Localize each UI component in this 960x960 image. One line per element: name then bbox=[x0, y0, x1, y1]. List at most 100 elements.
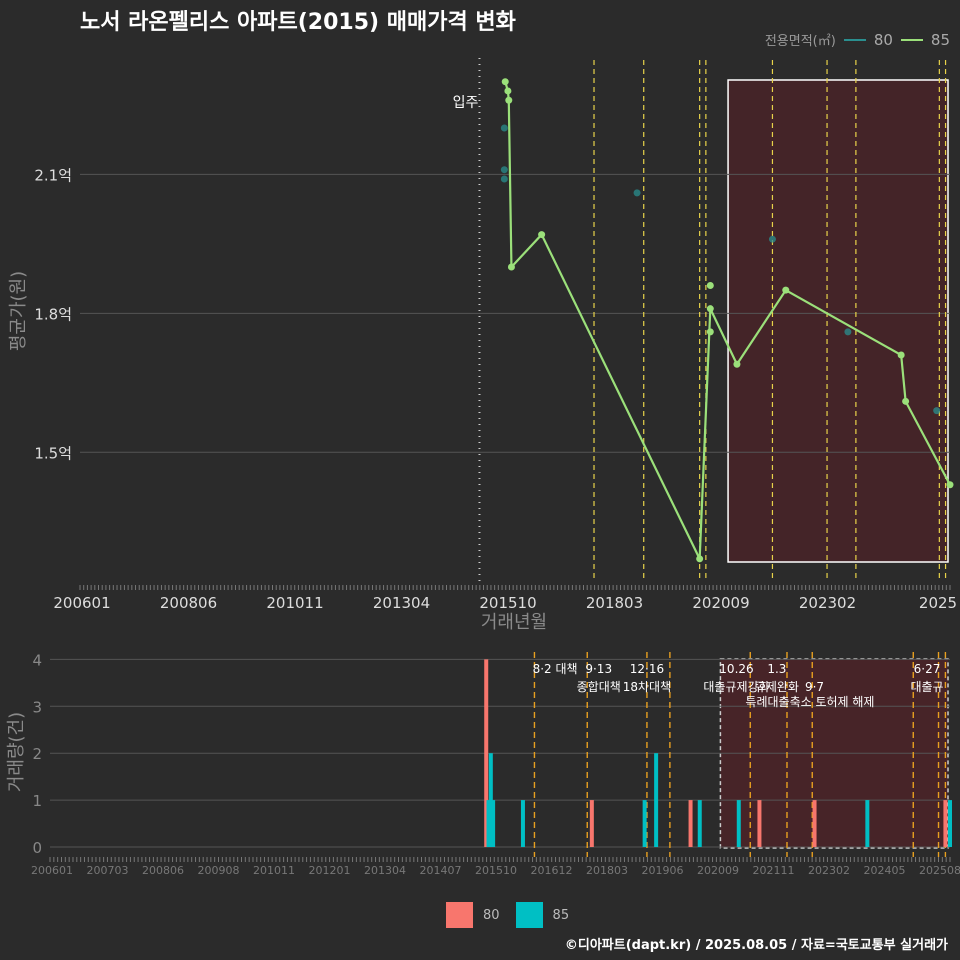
point-85 bbox=[733, 360, 741, 368]
x-tick-label-2: 201011 bbox=[266, 594, 323, 612]
legend-80-label: 80 bbox=[873, 30, 893, 49]
bar-80 bbox=[589, 800, 594, 847]
policy-annotation: 6·27 bbox=[914, 662, 941, 676]
bar-80 bbox=[757, 800, 762, 847]
bar-85 bbox=[697, 800, 702, 847]
bar-85 bbox=[865, 800, 870, 847]
point-85 bbox=[706, 282, 714, 290]
bar-x-tick-label-2: 200806 bbox=[142, 864, 184, 877]
point-80 bbox=[844, 328, 852, 336]
point-85 bbox=[706, 305, 714, 313]
policy-annotation: 대출규 bbox=[910, 680, 943, 694]
bar-85 bbox=[654, 753, 659, 847]
point-85 bbox=[507, 263, 515, 271]
bar-x-tick-label-11: 201906 bbox=[642, 864, 684, 877]
point-80 bbox=[933, 407, 941, 415]
x-tick-label-8: 2025 bbox=[919, 594, 957, 612]
bar-85 bbox=[948, 800, 952, 847]
x-tick-label-4: 201510 bbox=[479, 594, 536, 612]
point-80 bbox=[500, 175, 508, 183]
x-tick-label-1: 200806 bbox=[160, 594, 217, 612]
bar-y-tick-label-3: 3 bbox=[32, 698, 42, 716]
policy-annotation: 12·16 bbox=[630, 662, 664, 676]
x-tick-label-3: 201304 bbox=[373, 594, 430, 612]
highlight-region bbox=[727, 79, 949, 563]
move-in-label: 입주 bbox=[453, 95, 479, 111]
point-85 bbox=[538, 231, 546, 239]
policy-annotation: 1.3 bbox=[767, 662, 786, 676]
policy-annotation: 9·13 bbox=[585, 662, 612, 676]
point-85 bbox=[946, 481, 954, 489]
point-85 bbox=[696, 555, 704, 563]
y-tick-label-2: 2.1억 bbox=[34, 166, 72, 184]
bar-80 bbox=[812, 800, 817, 847]
bar-y-tick-label-4: 4 bbox=[32, 651, 42, 669]
bar-x-tick-label-13: 202111 bbox=[753, 864, 795, 877]
bar-x-tick-label-5: 201201 bbox=[309, 864, 351, 877]
bar-legend-80-swatch bbox=[446, 902, 473, 928]
x-axis-title: 거래년월 bbox=[481, 612, 547, 633]
point-85 bbox=[782, 286, 790, 294]
bar-legend-85-label: 85 bbox=[552, 907, 570, 923]
bar-x-tick-label-14: 202302 bbox=[808, 864, 850, 877]
point-85 bbox=[706, 328, 714, 336]
point-80 bbox=[768, 235, 776, 243]
bar-85 bbox=[491, 800, 496, 847]
point-80 bbox=[633, 189, 641, 197]
bar-x-tick-label-7: 201407 bbox=[420, 864, 462, 877]
bar-85 bbox=[488, 753, 493, 847]
bar-x-tick-label-15: 202405 bbox=[864, 864, 906, 877]
point-85 bbox=[505, 96, 513, 104]
bar-x-tick-label-8: 201510 bbox=[475, 864, 517, 877]
chart-title: 노서 라온펠리스 아파트(2015) 매매가격 변화 bbox=[80, 10, 516, 35]
legend-title: 전용면적(㎡) bbox=[764, 34, 836, 49]
bar-x-tick-label-0: 200601 bbox=[31, 864, 73, 877]
bar-x-tick-label-9: 201612 bbox=[531, 864, 573, 877]
point-80 bbox=[500, 124, 508, 132]
bar-y-axis-title: 거래량(건) bbox=[6, 712, 27, 792]
point-80 bbox=[500, 166, 508, 174]
policy-annotation: 종합대책 bbox=[577, 679, 621, 694]
bar-80 bbox=[484, 659, 489, 847]
footer-credit: ©디아파트(dapt.kr) / 2025.08.05 / 자료=국토교통부 실… bbox=[564, 938, 948, 953]
bar-x-tick-label-10: 201803 bbox=[586, 864, 628, 877]
y-tick-label-1: 1.8억 bbox=[34, 305, 72, 323]
policy-annotation: 18차대책 bbox=[623, 679, 671, 694]
x-tick-label-7: 202302 bbox=[799, 594, 856, 612]
bar-x-tick-label-1: 200703 bbox=[87, 864, 129, 877]
bar-x-tick-label-12: 202009 bbox=[697, 864, 739, 877]
point-85 bbox=[504, 87, 512, 95]
bar-80 bbox=[688, 800, 693, 847]
policy-annotation: 9·7 bbox=[805, 680, 824, 694]
policy-annotation: 대출규제강화 bbox=[703, 680, 769, 694]
bar-y-tick-label-2: 2 bbox=[32, 745, 42, 763]
y-axis-title: 평균가(원) bbox=[8, 271, 29, 351]
bar-legend: 80 85 bbox=[446, 902, 569, 928]
point-85 bbox=[897, 351, 905, 359]
x-tick-label-5: 201803 bbox=[586, 594, 643, 612]
bar-x-tick-label-16: 202508 bbox=[919, 864, 960, 877]
bar-85 bbox=[736, 800, 741, 847]
bar-y-tick-label-0: 0 bbox=[32, 839, 42, 857]
policy-annotation: 규제완화 bbox=[755, 680, 799, 694]
bar-85 bbox=[520, 800, 525, 847]
policy-annotation: 특례대출축소 토허제 해제 bbox=[745, 695, 874, 709]
bar-80 bbox=[943, 800, 948, 847]
bar-85 bbox=[642, 800, 647, 847]
x-tick-label-6: 202009 bbox=[692, 594, 749, 612]
bar-legend-80-label: 80 bbox=[483, 907, 500, 923]
bar-x-tick-label-3: 200908 bbox=[198, 864, 240, 877]
bar-85 bbox=[486, 800, 491, 847]
legend-80-swatch bbox=[843, 38, 866, 41]
y-tick-label-0: 1.5억 bbox=[34, 444, 72, 462]
bar-legend-85-swatch bbox=[515, 902, 543, 928]
legend-85-swatch bbox=[900, 38, 923, 41]
bar-x-tick-label-4: 201011 bbox=[253, 864, 295, 877]
point-85 bbox=[902, 397, 910, 405]
legend: 전용면적(㎡) 80 85 bbox=[764, 30, 950, 50]
policy-annotation: 8·2 대책 bbox=[533, 661, 578, 676]
point-85 bbox=[501, 78, 509, 86]
bar-y-tick-label-1: 1 bbox=[32, 792, 42, 810]
legend-85-label: 85 bbox=[930, 30, 950, 49]
